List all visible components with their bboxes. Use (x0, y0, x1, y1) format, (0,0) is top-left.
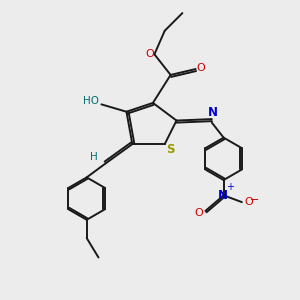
Text: H: H (90, 152, 97, 162)
Text: O: O (244, 196, 253, 206)
Text: N: N (218, 189, 228, 203)
Text: S: S (166, 143, 174, 156)
Text: O: O (194, 208, 203, 218)
Text: O: O (146, 49, 154, 59)
Text: O: O (196, 63, 205, 74)
Text: −: − (250, 195, 259, 205)
Text: N: N (207, 106, 218, 119)
Text: +: + (226, 182, 234, 192)
Text: HO: HO (83, 96, 99, 106)
